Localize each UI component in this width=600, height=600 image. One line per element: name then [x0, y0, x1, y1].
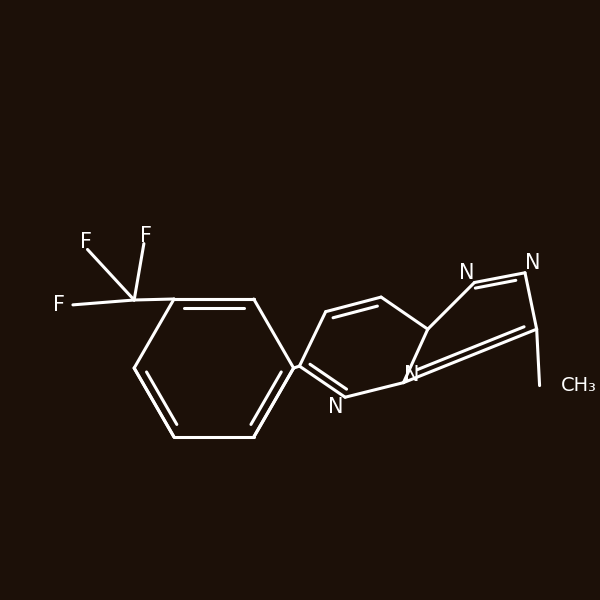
- Text: N: N: [525, 253, 541, 273]
- Text: N: N: [459, 263, 475, 283]
- Text: N: N: [328, 397, 343, 417]
- Text: F: F: [80, 232, 92, 251]
- Text: F: F: [140, 226, 152, 246]
- Text: F: F: [53, 295, 65, 315]
- Text: N: N: [404, 365, 419, 385]
- Text: CH₃: CH₃: [561, 376, 597, 395]
